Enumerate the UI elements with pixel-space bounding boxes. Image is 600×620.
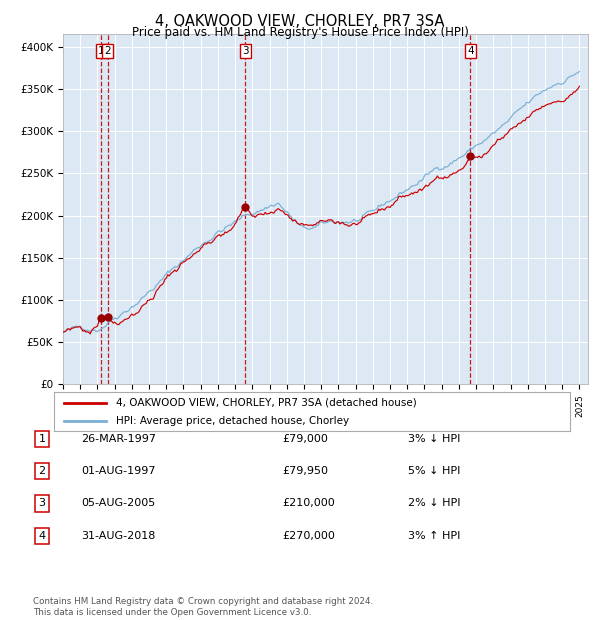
Text: Contains HM Land Registry data © Crown copyright and database right 2024.
This d: Contains HM Land Registry data © Crown c… bbox=[33, 598, 373, 617]
Text: 01-AUG-1997: 01-AUG-1997 bbox=[81, 466, 155, 476]
Text: £79,950: £79,950 bbox=[282, 466, 328, 476]
Text: 5% ↓ HPI: 5% ↓ HPI bbox=[408, 466, 460, 476]
Text: £210,000: £210,000 bbox=[282, 498, 335, 508]
Text: 2: 2 bbox=[38, 466, 46, 476]
Text: 2% ↓ HPI: 2% ↓ HPI bbox=[408, 498, 461, 508]
Text: Price paid vs. HM Land Registry's House Price Index (HPI): Price paid vs. HM Land Registry's House … bbox=[131, 26, 469, 39]
Text: 4, OAKWOOD VIEW, CHORLEY, PR7 3SA: 4, OAKWOOD VIEW, CHORLEY, PR7 3SA bbox=[155, 14, 445, 29]
Text: 1: 1 bbox=[38, 434, 46, 444]
Text: 3: 3 bbox=[242, 46, 248, 56]
Text: 1: 1 bbox=[98, 46, 104, 56]
Text: £270,000: £270,000 bbox=[282, 531, 335, 541]
Text: 05-AUG-2005: 05-AUG-2005 bbox=[81, 498, 155, 508]
Text: £79,000: £79,000 bbox=[282, 434, 328, 444]
Text: 2: 2 bbox=[104, 46, 111, 56]
Text: 26-MAR-1997: 26-MAR-1997 bbox=[81, 434, 156, 444]
Text: 31-AUG-2018: 31-AUG-2018 bbox=[81, 531, 155, 541]
Text: HPI: Average price, detached house, Chorley: HPI: Average price, detached house, Chor… bbox=[116, 416, 349, 426]
Text: 3% ↓ HPI: 3% ↓ HPI bbox=[408, 434, 460, 444]
Text: 4, OAKWOOD VIEW, CHORLEY, PR7 3SA (detached house): 4, OAKWOOD VIEW, CHORLEY, PR7 3SA (detac… bbox=[116, 398, 416, 408]
Text: 3: 3 bbox=[38, 498, 46, 508]
Text: 4: 4 bbox=[467, 46, 473, 56]
Text: 4: 4 bbox=[38, 531, 46, 541]
Text: 3% ↑ HPI: 3% ↑ HPI bbox=[408, 531, 460, 541]
